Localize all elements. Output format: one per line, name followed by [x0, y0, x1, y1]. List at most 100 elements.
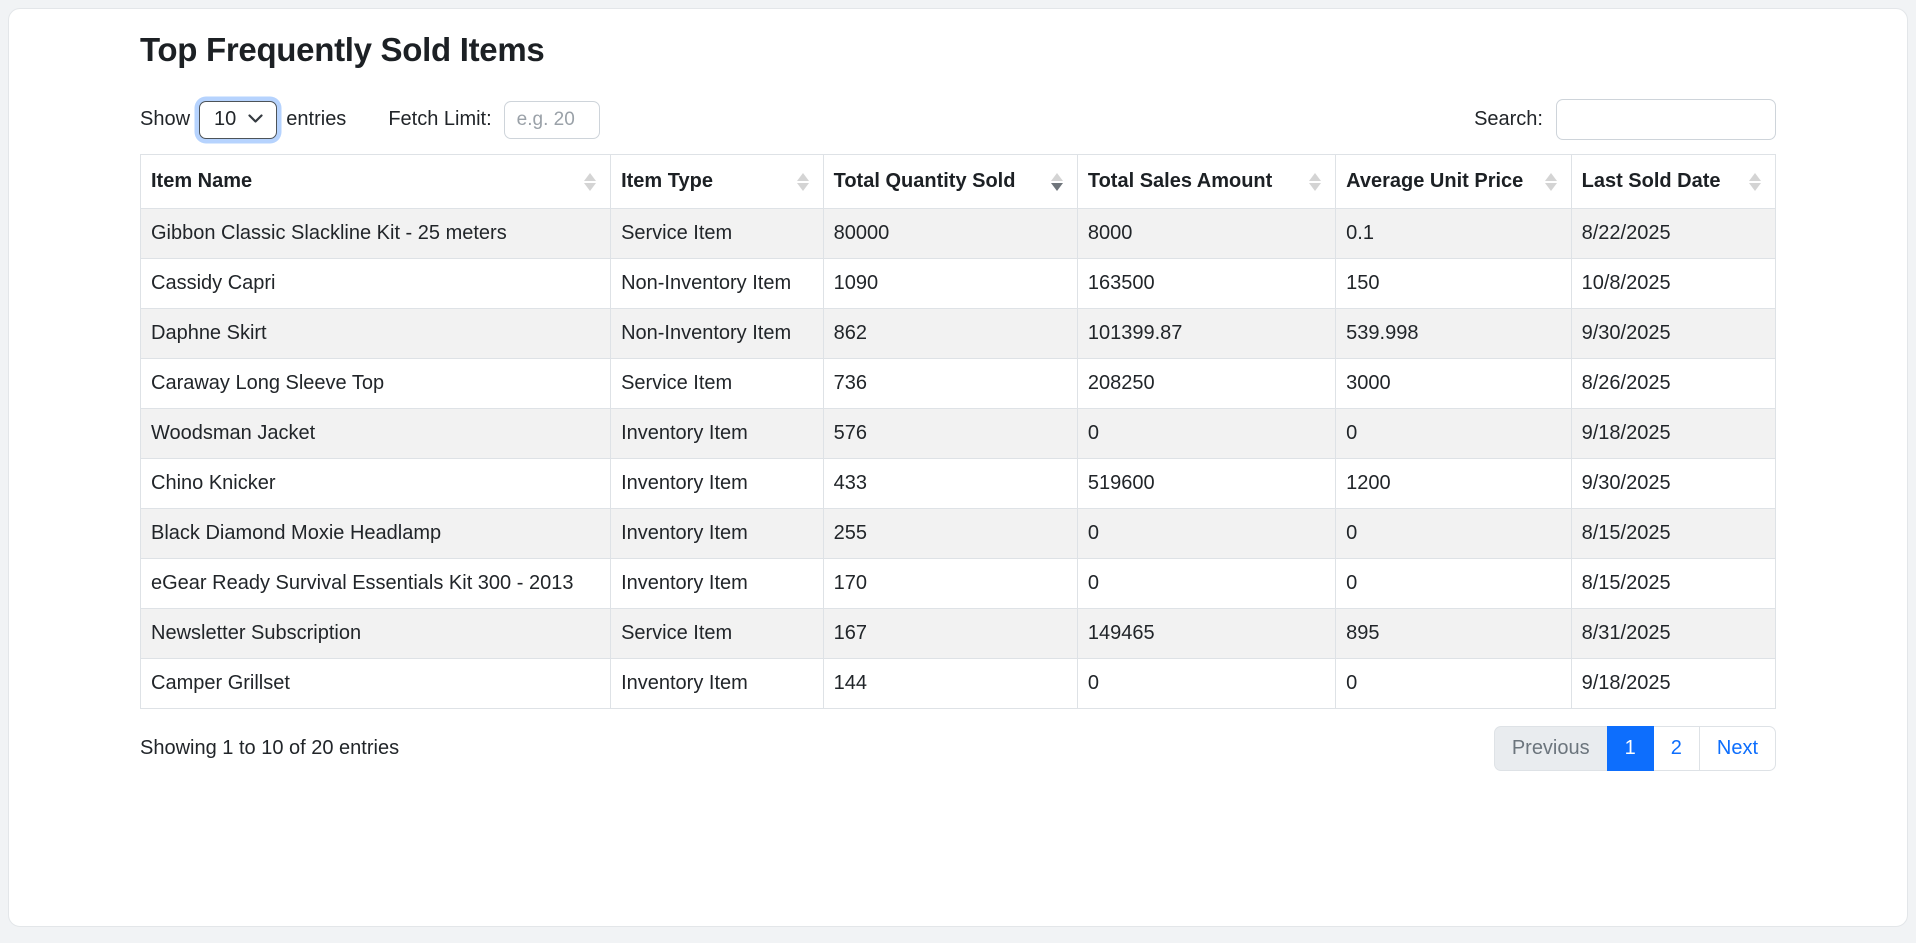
column-label: Item Type — [621, 170, 713, 193]
table-cell: 0 — [1077, 409, 1335, 459]
table-cell: 80000 — [823, 209, 1077, 259]
column-header-item-type[interactable]: Item Type — [611, 155, 824, 209]
main-card: Top Frequently Sold Items Show 10 entrie… — [8, 8, 1908, 927]
page-length-control: Show 10 entries — [140, 101, 346, 139]
page-size-value: 10 — [214, 108, 236, 131]
items-table: Item Name Item Type Total Quantity Sold Tot… — [140, 154, 1776, 709]
table-cell: 0 — [1336, 659, 1571, 709]
search-label: Search: — [1474, 108, 1543, 131]
table-cell: 8000 — [1077, 209, 1335, 259]
table-cell: 144 — [823, 659, 1077, 709]
table-cell: 0 — [1077, 509, 1335, 559]
column-label: Total Sales Amount — [1088, 170, 1272, 193]
table-cell: 9/30/2025 — [1571, 309, 1775, 359]
table-cell: Service Item — [611, 609, 824, 659]
table-cell: Non-Inventory Item — [611, 259, 824, 309]
table-cell: Service Item — [611, 209, 824, 259]
table-cell: Camper Grillset — [141, 659, 611, 709]
table-cell: 9/30/2025 — [1571, 459, 1775, 509]
table-cell: 163500 — [1077, 259, 1335, 309]
column-label: Last Sold Date — [1582, 170, 1721, 193]
table-cell: Inventory Item — [611, 559, 824, 609]
table-cell: 0 — [1077, 659, 1335, 709]
page-title: Top Frequently Sold Items — [140, 31, 1776, 69]
table-cell: 8/31/2025 — [1571, 609, 1775, 659]
fetch-limit-label: Fetch Limit: — [388, 108, 491, 131]
column-label: Item Name — [151, 170, 252, 193]
sort-icon — [1749, 173, 1761, 191]
column-label: Total Quantity Sold — [834, 170, 1016, 193]
sort-icon — [797, 173, 809, 191]
page-button-next[interactable]: Next — [1699, 726, 1776, 771]
table-cell: Inventory Item — [611, 459, 824, 509]
table-cell: 433 — [823, 459, 1077, 509]
table-cell: 9/18/2025 — [1571, 409, 1775, 459]
column-header-last-sold-date[interactable]: Last Sold Date — [1571, 155, 1775, 209]
table-cell: 576 — [823, 409, 1077, 459]
table-cell: 255 — [823, 509, 1077, 559]
page-size-select[interactable]: 10 — [199, 101, 277, 139]
table-cell: 8/26/2025 — [1571, 359, 1775, 409]
chevron-down-icon — [248, 114, 263, 124]
table-cell: 208250 — [1077, 359, 1335, 409]
table-cell: Black Diamond Moxie Headlamp — [141, 509, 611, 559]
column-header-total-quantity-sold[interactable]: Total Quantity Sold — [823, 155, 1077, 209]
column-header-average-unit-price[interactable]: Average Unit Price — [1336, 155, 1571, 209]
page-button-2[interactable]: 2 — [1653, 726, 1700, 771]
table-controls: Show 10 entries Fetch Limit: Search: — [140, 99, 1776, 140]
fetch-limit-control: Fetch Limit: — [388, 101, 599, 139]
column-header-total-sales-amount[interactable]: Total Sales Amount — [1077, 155, 1335, 209]
table-cell: 519600 — [1077, 459, 1335, 509]
table-cell: 8/15/2025 — [1571, 509, 1775, 559]
sort-icon — [1545, 173, 1557, 191]
table-cell: 736 — [823, 359, 1077, 409]
search-input[interactable] — [1556, 99, 1776, 140]
table-cell: 0.1 — [1336, 209, 1571, 259]
table-header-row: Item Name Item Type Total Quantity Sold Tot… — [141, 155, 1776, 209]
table-cell: 0 — [1336, 509, 1571, 559]
table-cell: Caraway Long Sleeve Top — [141, 359, 611, 409]
table-cell: 8/15/2025 — [1571, 559, 1775, 609]
table-cell: 167 — [823, 609, 1077, 659]
table-cell: 0 — [1077, 559, 1335, 609]
table-cell: Woodsman Jacket — [141, 409, 611, 459]
table-cell: 539.998 — [1336, 309, 1571, 359]
fetch-limit-input[interactable] — [504, 101, 600, 139]
table-cell: Chino Knicker — [141, 459, 611, 509]
sort-icon — [584, 173, 596, 191]
column-header-item-name[interactable]: Item Name — [141, 155, 611, 209]
sort-icon — [1051, 173, 1063, 191]
page-button-1[interactable]: 1 — [1607, 726, 1654, 771]
table-cell: Newsletter Subscription — [141, 609, 611, 659]
table-cell: 1090 — [823, 259, 1077, 309]
table-cell: 9/18/2025 — [1571, 659, 1775, 709]
search-control: Search: — [1474, 99, 1776, 140]
table-cell: Service Item — [611, 359, 824, 409]
show-label: Show — [140, 108, 190, 131]
table-cell: Non-Inventory Item — [611, 309, 824, 359]
table-cell: 149465 — [1077, 609, 1335, 659]
page-button-previous[interactable]: Previous — [1494, 726, 1608, 771]
table-cell: Inventory Item — [611, 659, 824, 709]
entries-label: entries — [286, 108, 346, 131]
table-cell: 3000 — [1336, 359, 1571, 409]
table-cell: 8/22/2025 — [1571, 209, 1775, 259]
content-container: Top Frequently Sold Items Show 10 entrie… — [9, 9, 1907, 811]
table-cell: 150 — [1336, 259, 1571, 309]
sort-icon — [1309, 173, 1321, 191]
column-label: Average Unit Price — [1346, 170, 1523, 193]
table-cell: 10/8/2025 — [1571, 259, 1775, 309]
table-cell: 0 — [1336, 409, 1571, 459]
table-cell: Cassidy Capri — [141, 259, 611, 309]
table-cell: eGear Ready Survival Essentials Kit 300 … — [141, 559, 611, 609]
table-row: Gibbon Classic Slackline Kit - 25 meters… — [141, 209, 1776, 259]
